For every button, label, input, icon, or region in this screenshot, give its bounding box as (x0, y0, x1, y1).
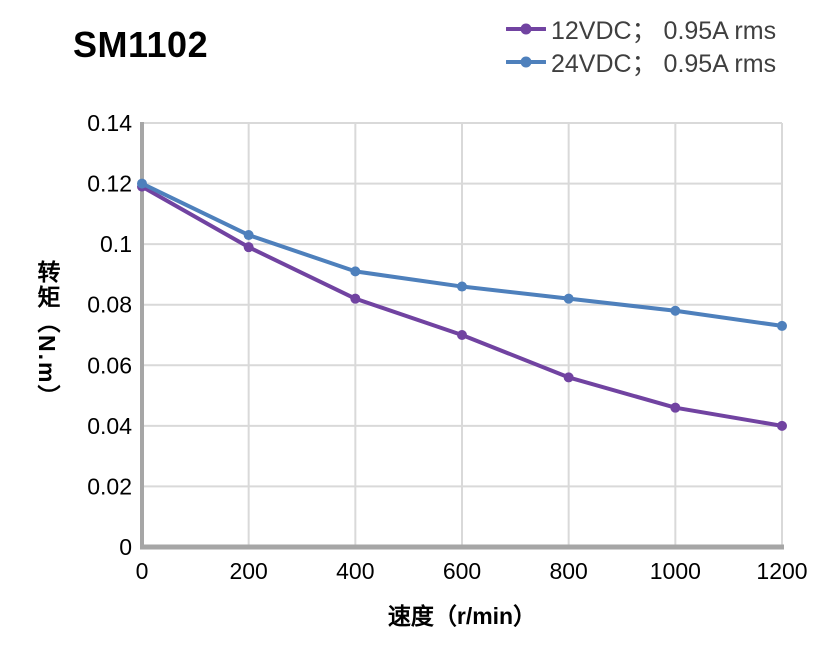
data-point-marker (350, 293, 361, 304)
legend-item-1: 24VDC； 0.95A rms (506, 45, 776, 78)
x-tick-label: 0 (136, 558, 149, 584)
y-axis-title: 转矩（N.m） (34, 260, 60, 410)
y-tick-label: 0.06 (87, 352, 132, 378)
x-tick-label: 200 (229, 558, 267, 584)
legend-line-marker-icon (506, 23, 546, 34)
data-point-marker (563, 293, 574, 304)
x-axis-title: 速度（r/min） (387, 603, 537, 629)
y-tick-label: 0.12 (87, 171, 132, 197)
chart-title: SM1102 (73, 24, 209, 65)
legend-label: 12VDC； 0.95A rms (551, 16, 777, 45)
data-point-marker (243, 242, 254, 253)
data-point-marker (457, 281, 467, 292)
x-tick-label: 1200 (756, 558, 807, 584)
y-tick-label: 0.14 (87, 110, 132, 136)
data-point-marker (777, 320, 787, 331)
data-point-marker (457, 330, 467, 340)
x-tick-label: 1000 (650, 558, 701, 584)
data-point-marker (670, 305, 681, 316)
legend-label: 24VDC； 0.95A rms (551, 49, 777, 78)
y-tick-label: 0.1 (100, 231, 132, 257)
data-point-marker (563, 372, 574, 383)
x-tick-label: 400 (336, 558, 374, 584)
data-point-marker (350, 266, 361, 277)
data-point-marker (243, 230, 254, 241)
data-point-marker (777, 420, 787, 431)
y-tick-label: 0.08 (87, 292, 132, 318)
y-tick-label: 0.02 (87, 473, 132, 499)
y-axis-title-wrap: 转矩（N.m） (30, 123, 64, 547)
data-point-marker (137, 178, 147, 189)
x-tick-label: 600 (443, 558, 481, 584)
legend: 12VDC； 0.95A rms 24VDC； 0.95A rms (506, 12, 776, 78)
y-tick-label: 0 (119, 534, 132, 560)
legend-line-marker-icon (506, 56, 546, 67)
y-tick-label: 0.04 (87, 413, 132, 439)
x-tick-label: 800 (549, 558, 587, 584)
legend-item-0: 12VDC； 0.95A rms (506, 12, 776, 45)
data-point-marker (670, 402, 681, 413)
